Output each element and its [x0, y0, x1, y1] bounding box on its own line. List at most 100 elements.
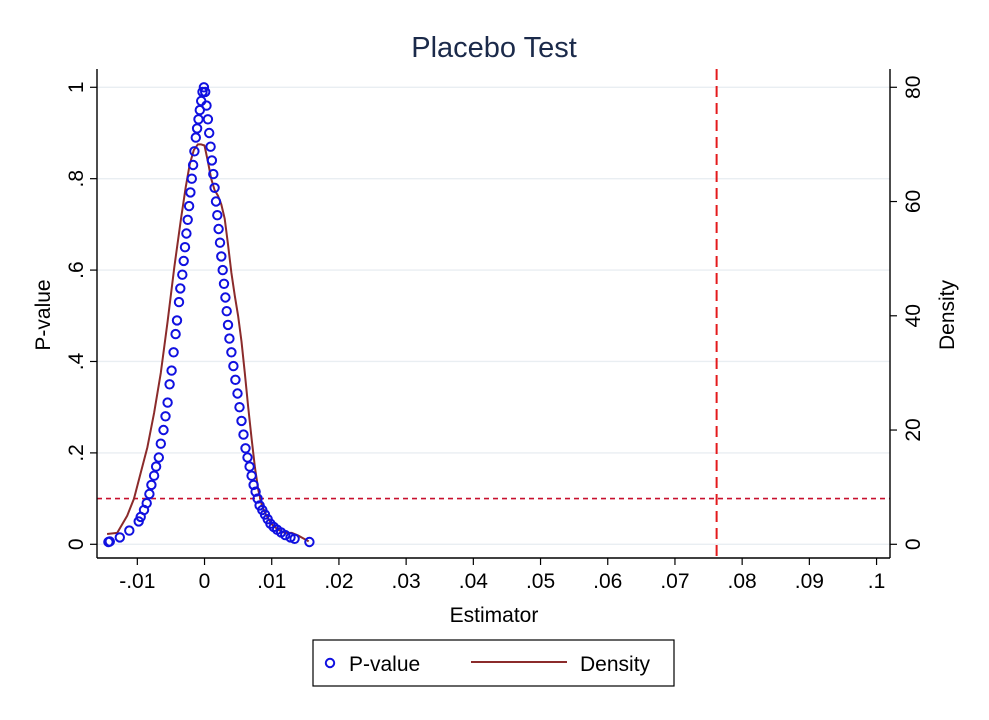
- p-value-point: [248, 479, 259, 491]
- p-value-point: [175, 283, 186, 294]
- p-value-point: [202, 114, 214, 125]
- p-value-point: [158, 424, 169, 436]
- p-value-point: [208, 168, 219, 180]
- x-tick-label: .08: [728, 570, 757, 593]
- x-tick-label: .1: [868, 570, 886, 593]
- p-value-point: [186, 173, 198, 184]
- p-value-point: [210, 196, 222, 207]
- legend-p-value-marker: [324, 657, 336, 669]
- p-value-point: [242, 452, 253, 463]
- p-value-point: [236, 415, 247, 427]
- p-value-point: [153, 452, 165, 463]
- p-value-point: [244, 461, 255, 472]
- p-value-point: [162, 397, 173, 408]
- x-tick-label: .06: [593, 570, 622, 593]
- p-value-point: [200, 86, 211, 98]
- p-value-point: [304, 536, 315, 548]
- y2-axis-title: Density: [936, 279, 959, 350]
- legend-p-value-label: P-value: [349, 653, 420, 676]
- y-tick-label: .8: [65, 170, 88, 188]
- p-value-point: [185, 187, 196, 198]
- p-value-point: [209, 182, 220, 194]
- x-tick-label: .05: [526, 570, 555, 593]
- p-value-point: [213, 223, 224, 235]
- p-value-point: [166, 365, 177, 376]
- p-value-point: [218, 278, 230, 289]
- p-value-point: [214, 237, 226, 248]
- p-value-point: [171, 315, 183, 326]
- p-value-point: [289, 533, 300, 544]
- p-value-point: [201, 100, 212, 111]
- p-value-point: [226, 347, 237, 358]
- x-tick-label: .03: [392, 570, 421, 593]
- p-value-point: [280, 529, 291, 541]
- x-tick-label: .09: [795, 570, 824, 593]
- y2-tick-label: 80: [902, 76, 925, 99]
- x-tick-label: .01: [257, 570, 286, 593]
- x-tick-label: .07: [660, 570, 689, 593]
- axes: -.01 0 .01 .02 .03 .04 .05 .06 .07 .08 .09 .1 0 .2 .4.…: [65, 69, 925, 593]
- p-value-point: [189, 146, 200, 157]
- p-value-point: [232, 388, 243, 399]
- x-tick-label: .04: [459, 570, 489, 593]
- p-value-point: [205, 141, 216, 152]
- p-value-point: [104, 536, 116, 547]
- p-value-point: [212, 210, 223, 221]
- x-tick-label: 0: [199, 570, 211, 593]
- p-value-point: [146, 479, 157, 491]
- y-axis-title: P-value: [32, 279, 55, 350]
- y-tick-label: .4: [65, 352, 88, 370]
- p-value-point: [150, 461, 162, 472]
- p-value-point: [217, 264, 228, 276]
- p-value-point: [155, 438, 167, 449]
- reference-lines: [97, 69, 890, 558]
- y2-tick-label: 0: [902, 538, 925, 550]
- p-value-point: [170, 328, 181, 340]
- p-value-point: [179, 242, 191, 253]
- y-tick-label: 0: [65, 538, 88, 550]
- p-value-point: [252, 493, 263, 504]
- p-value-point: [238, 429, 249, 440]
- p-value-point: [228, 360, 239, 372]
- p-value-point: [183, 200, 195, 212]
- x-axis-title: Estimator: [450, 604, 539, 627]
- p-value-point: [160, 411, 171, 422]
- p-value-point: [246, 470, 257, 481]
- p-value-point: [198, 82, 210, 93]
- y2-tick-label: 60: [902, 190, 925, 213]
- p-value-point: [187, 159, 199, 171]
- p-value-point: [148, 470, 160, 481]
- x-tick-label: -.01: [119, 570, 155, 593]
- p-value-point: [173, 296, 185, 308]
- p-value-point: [177, 269, 188, 280]
- y2-tick-label: 40: [902, 304, 925, 327]
- p-value-point: [230, 374, 241, 385]
- p-value-point: [234, 402, 245, 413]
- p-value-series: [103, 82, 315, 548]
- x-tick-label: .02: [324, 570, 353, 593]
- p-value-point: [181, 228, 192, 239]
- p-value-point: [204, 127, 215, 139]
- p-value-point: [221, 306, 232, 317]
- p-value-point: [144, 488, 155, 500]
- p-value-point: [178, 255, 189, 267]
- p-value-point: [168, 347, 179, 358]
- p-value-point: [220, 292, 231, 303]
- p-value-point: [124, 525, 135, 536]
- legend: P-value Density: [312, 639, 675, 687]
- grid-lines: [97, 86, 890, 545]
- p-value-point: [182, 214, 193, 226]
- y-tick-label: .2: [65, 444, 88, 462]
- chart-title: Placebo Test: [411, 32, 577, 64]
- p-value-point: [206, 155, 218, 166]
- p-value-point: [141, 498, 152, 509]
- p-value-point: [250, 486, 261, 497]
- p-value-point: [240, 443, 251, 454]
- p-value-point: [164, 379, 175, 390]
- p-value-point: [222, 319, 234, 331]
- p-value-point: [224, 333, 235, 344]
- legend-density-label: Density: [580, 653, 651, 676]
- p-value-point: [216, 251, 227, 262]
